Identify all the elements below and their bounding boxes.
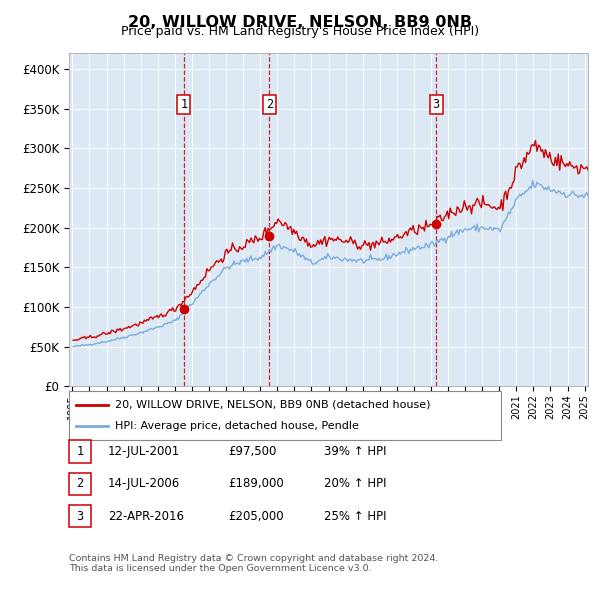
Text: 20, WILLOW DRIVE, NELSON, BB9 0NB: 20, WILLOW DRIVE, NELSON, BB9 0NB [128, 15, 472, 30]
Text: £189,000: £189,000 [228, 477, 284, 490]
Text: This data is licensed under the Open Government Licence v3.0.: This data is licensed under the Open Gov… [69, 565, 371, 573]
Text: 2: 2 [76, 477, 83, 490]
Text: 39% ↑ HPI: 39% ↑ HPI [324, 445, 386, 458]
Text: 22-APR-2016: 22-APR-2016 [108, 510, 184, 523]
Text: £205,000: £205,000 [228, 510, 284, 523]
Text: HPI: Average price, detached house, Pendle: HPI: Average price, detached house, Pend… [115, 421, 359, 431]
Text: 3: 3 [433, 98, 440, 111]
Text: 20% ↑ HPI: 20% ↑ HPI [324, 477, 386, 490]
Text: 2: 2 [266, 98, 273, 111]
Text: 20, WILLOW DRIVE, NELSON, BB9 0NB (detached house): 20, WILLOW DRIVE, NELSON, BB9 0NB (detac… [115, 399, 431, 409]
Text: £97,500: £97,500 [228, 445, 277, 458]
Text: 1: 1 [76, 445, 83, 458]
Text: 14-JUL-2006: 14-JUL-2006 [108, 477, 180, 490]
Text: Contains HM Land Registry data © Crown copyright and database right 2024.: Contains HM Land Registry data © Crown c… [69, 554, 439, 563]
Text: Price paid vs. HM Land Registry's House Price Index (HPI): Price paid vs. HM Land Registry's House … [121, 25, 479, 38]
Text: 12-JUL-2001: 12-JUL-2001 [108, 445, 180, 458]
Text: 25% ↑ HPI: 25% ↑ HPI [324, 510, 386, 523]
Text: 3: 3 [76, 510, 83, 523]
Text: 1: 1 [181, 98, 187, 111]
